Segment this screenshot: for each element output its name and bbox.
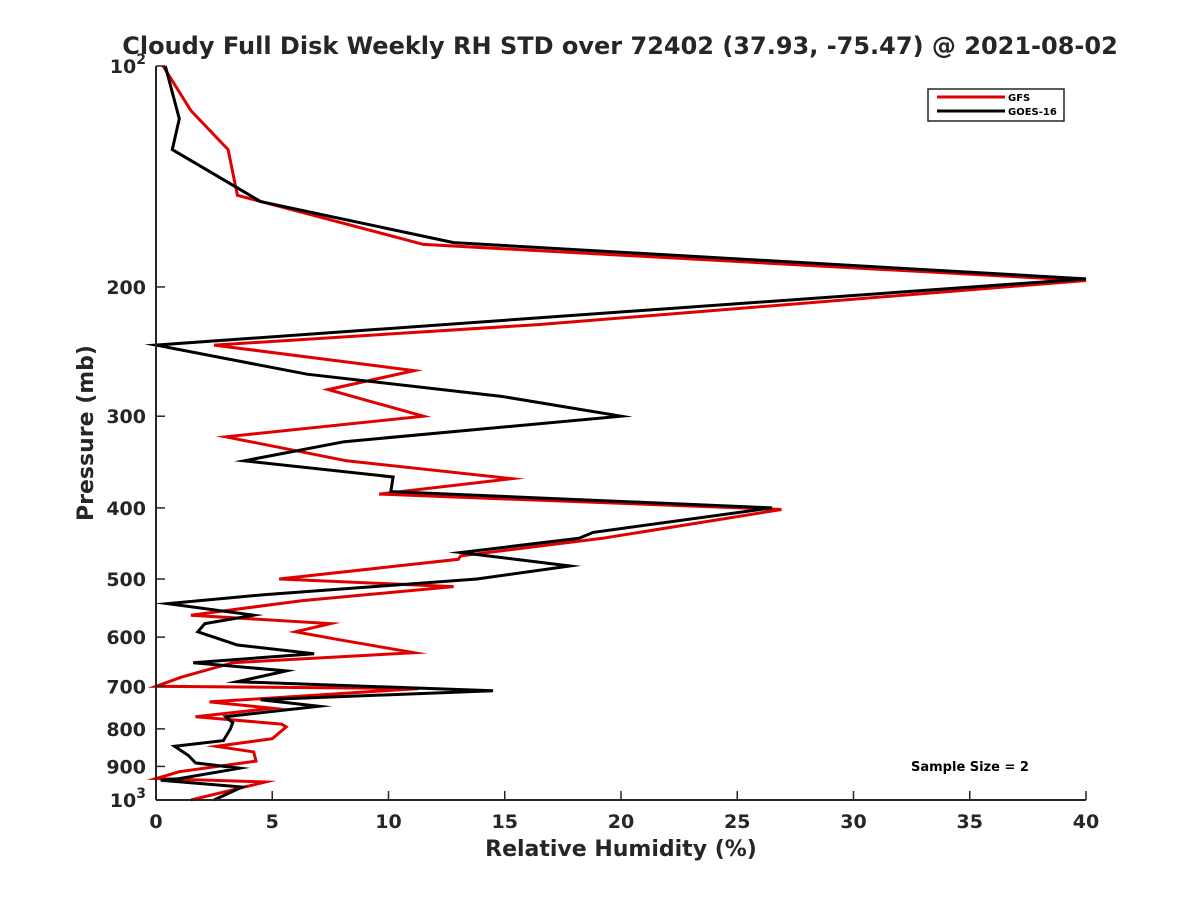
x-tick-label: 0 (149, 811, 162, 833)
y-tick-label: 400 (106, 498, 146, 520)
y-axis-label: Pressure (mb) (74, 345, 99, 521)
x-tick-label: 40 (1073, 811, 1099, 833)
x-tick-label: 35 (957, 811, 983, 833)
legend-label-gfs: GFS (1008, 93, 1030, 104)
x-axis-label: Relative Humidity (%) (485, 837, 757, 862)
y-tick-label: 700 (106, 676, 146, 698)
series-line-gfs (146, 65, 1087, 802)
x-tick-label: 20 (608, 811, 634, 833)
x-tick-label: 15 (492, 811, 518, 833)
x-tick-label: 5 (266, 811, 279, 833)
y-tick-label: 102 (110, 52, 146, 78)
y-tick-label: 200 (106, 277, 146, 299)
x-tick-label: 30 (840, 811, 866, 833)
legend-box (927, 88, 1065, 122)
chart-title: Cloudy Full Disk Weekly RH STD over 7240… (122, 32, 1118, 60)
legend: GFS GOES-16 (927, 88, 1065, 122)
plot-area: 0 5 10 15 20 25 30 35 40 102 200 300 400 500 600 700 80… (106, 52, 1099, 833)
x-tick-label: 10 (375, 811, 401, 833)
x-tick-label: 25 (724, 811, 750, 833)
y-tick-label: 500 (106, 569, 146, 591)
y-tick-label: 103 (110, 786, 146, 812)
legend-label-goes16: GOES-16 (1008, 107, 1057, 118)
y-tick-label: 600 (106, 627, 146, 649)
y-tick-label: 800 (106, 719, 146, 741)
series-layer (144, 65, 1087, 802)
y-tick-label: 300 (106, 406, 146, 428)
y-ticks: 102 200 300 400 500 600 700 800 900 103 (106, 52, 165, 812)
sample-size-annotation: Sample Size = 2 (911, 760, 1029, 775)
plot-background (156, 66, 1086, 800)
series-line-goes16 (144, 65, 1087, 802)
x-ticks: 0 5 10 15 20 25 30 35 40 (149, 791, 1099, 833)
y-tick-label: 900 (106, 756, 146, 778)
